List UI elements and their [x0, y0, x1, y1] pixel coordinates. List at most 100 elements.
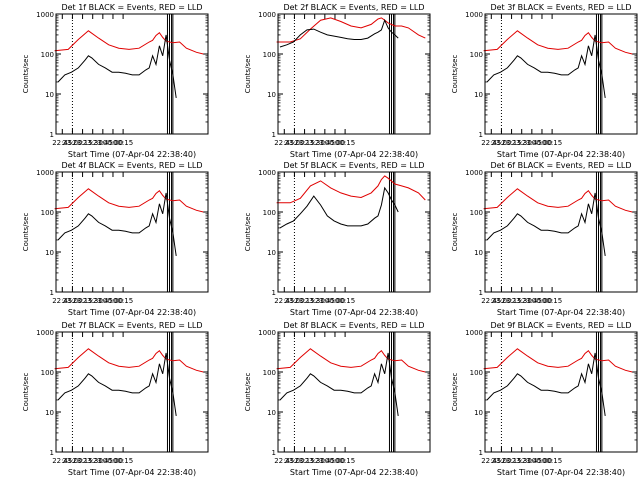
x-tick-label: 00:00 [325, 297, 345, 305]
x-tick-label: 22:45 [274, 139, 294, 147]
y-axis-label: Counts/sec [451, 55, 459, 94]
series-events-line [486, 192, 606, 256]
plot-frame [55, 13, 209, 135]
series-lld-line [483, 188, 633, 213]
x-tick-label: 22:45 [52, 297, 72, 305]
x-tick-label: 23:00 [284, 139, 304, 147]
x-tick-label: 23:15 [72, 297, 92, 305]
x-tick-label: 23:15 [501, 139, 521, 147]
y-tick-label: 10 [267, 409, 276, 417]
y-axis-label: Counts/sec [244, 373, 252, 412]
y-tick-label: 10 [267, 249, 276, 257]
series-events-line [279, 186, 399, 229]
x-tick-label: 00:00 [103, 297, 123, 305]
x-tick-label: 00:00 [325, 139, 345, 147]
y-tick-label: 1000 [36, 169, 54, 177]
x-tick-label: 23:15 [294, 297, 314, 305]
x-tick-label: 23:30 [83, 139, 103, 147]
x-tick-label: 22:45 [481, 297, 501, 305]
y-tick-label: 1 [479, 289, 483, 297]
x-tick-label: 23:00 [491, 297, 511, 305]
x-tick-label: 23:00 [284, 297, 304, 305]
panel-title: Det 1f BLACK = Events, RED = LLD [61, 3, 202, 12]
x-tick-label: 23:00 [491, 139, 511, 147]
plot-frame [277, 331, 431, 453]
x-tick-label: 23:45 [93, 139, 113, 147]
x-tick-label: 00:00 [103, 139, 123, 147]
y-tick-label: 10 [474, 91, 483, 99]
x-tick-label: 22:45 [274, 297, 294, 305]
panel-det-6f: Det 6f BLACK = Events, RED = LLD Counts/s… [451, 161, 638, 317]
plot-frame [277, 13, 431, 135]
x-tick-label: 23:00 [62, 457, 82, 465]
y-tick-label: 1 [272, 449, 276, 457]
x-tick-label: 00:00 [325, 457, 345, 465]
y-tick-label: 1000 [465, 11, 483, 19]
x-tick-label: 00:15 [335, 139, 355, 147]
x-tick-label: 23:15 [294, 457, 314, 465]
panel-title: Det 7f BLACK = Events, RED = LLD [61, 321, 202, 330]
panel-title: Det 3f BLACK = Events, RED = LLD [490, 3, 631, 12]
x-tick-label: 23:30 [83, 457, 103, 465]
x-axis-label: Start Time (07-Apr-04 22:38:40) [68, 150, 196, 159]
x-tick-label: 23:45 [315, 139, 335, 147]
x-tick-label: 00:00 [532, 457, 552, 465]
y-axis-label: Counts/sec [22, 55, 30, 94]
x-tick-label: 00:15 [113, 457, 133, 465]
series-events-line [57, 352, 177, 416]
y-tick-label: 10 [45, 249, 54, 257]
y-axis-label: Counts/sec [244, 55, 252, 94]
y-tick-label: 1 [272, 131, 276, 139]
y-tick-label: 100 [470, 51, 483, 59]
y-tick-label: 1 [479, 131, 483, 139]
series-lld-line [54, 188, 204, 213]
y-tick-label: 1000 [465, 329, 483, 337]
x-tick-label: 23:45 [522, 139, 542, 147]
x-tick-label: 22:45 [52, 457, 72, 465]
x-tick-label: 22:45 [481, 457, 501, 465]
x-tick-label: 23:45 [93, 297, 113, 305]
panel-title: Det 8f BLACK = Events, RED = LLD [283, 321, 424, 330]
x-tick-label: 23:00 [491, 457, 511, 465]
series-events-line [279, 352, 399, 416]
y-tick-label: 10 [474, 249, 483, 257]
x-tick-label: 22:45 [274, 457, 294, 465]
panel-title: Det 4f BLACK = Events, RED = LLD [61, 161, 202, 170]
panel-det-8f: Det 8f BLACK = Events, RED = LLD Counts/s… [244, 321, 431, 477]
panel-det-9f: Det 9f BLACK = Events, RED = LLD Counts/s… [451, 321, 638, 477]
x-tick-label: 23:30 [83, 297, 103, 305]
x-tick-label: 23:45 [522, 297, 542, 305]
y-tick-label: 1 [50, 289, 54, 297]
x-tick-label: 22:45 [481, 139, 501, 147]
x-tick-label: 00:15 [542, 139, 562, 147]
x-tick-label: 23:45 [315, 297, 335, 305]
x-axis-label: Start Time (07-Apr-04 22:38:40) [497, 150, 625, 159]
series-lld-line [54, 30, 204, 55]
series-lld-line [483, 348, 633, 373]
y-tick-label: 1000 [465, 169, 483, 177]
panel-det-2f: Det 2f BLACK = Events, RED = LLD Counts/s… [244, 3, 431, 159]
x-tick-label: 23:15 [501, 297, 521, 305]
x-tick-label: 23:00 [62, 139, 82, 147]
y-axis-label: Counts/sec [244, 213, 252, 252]
x-axis-label: Start Time (07-Apr-04 22:38:40) [68, 308, 196, 317]
x-tick-label: 00:15 [113, 139, 133, 147]
plot-frame [484, 331, 638, 453]
y-tick-label: 10 [474, 409, 483, 417]
x-tick-label: 23:45 [315, 457, 335, 465]
x-tick-label: 00:15 [113, 297, 133, 305]
y-axis-label: Counts/sec [451, 373, 459, 412]
series-lld-line [276, 175, 426, 204]
series-lld-line [483, 30, 633, 55]
x-tick-label: 23:00 [62, 297, 82, 305]
x-tick-label: 00:00 [103, 457, 123, 465]
y-tick-label: 100 [41, 51, 54, 59]
plot-frame [277, 171, 431, 293]
y-tick-label: 100 [41, 369, 54, 377]
x-axis-label: Start Time (07-Apr-04 22:38:40) [290, 468, 418, 477]
x-tick-label: 00:15 [335, 297, 355, 305]
y-tick-label: 1000 [258, 169, 276, 177]
x-axis-label: Start Time (07-Apr-04 22:38:40) [290, 308, 418, 317]
y-tick-label: 100 [470, 209, 483, 217]
y-tick-label: 10 [45, 409, 54, 417]
